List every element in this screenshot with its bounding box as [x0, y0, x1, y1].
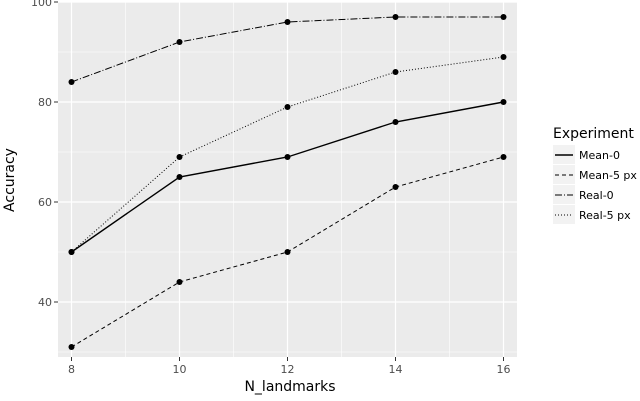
- y-axis-title: Accuracy: [2, 148, 18, 212]
- y-tick-label: 80: [38, 96, 52, 109]
- data-point-series-4: [500, 54, 507, 60]
- x-tick-label: 12: [281, 363, 295, 376]
- data-point-series-1: [176, 174, 183, 180]
- x-tick-label: 16: [497, 363, 511, 376]
- y-tick-label: 40: [38, 296, 52, 309]
- data-point-series-3: [68, 79, 75, 85]
- data-points: [68, 14, 507, 350]
- data-point-series-2: [500, 154, 507, 160]
- legend-label: Mean-0: [579, 149, 620, 162]
- legend-label: Real-5 px: [579, 209, 631, 222]
- data-point-series-2: [176, 279, 183, 285]
- y-tick-label: 60: [38, 196, 52, 209]
- x-tick-label: 10: [173, 363, 187, 376]
- x-tick-label: 8: [68, 363, 75, 376]
- data-point-series-2: [392, 184, 399, 190]
- data-point-series-4: [392, 69, 399, 75]
- data-point-series-2: [284, 249, 291, 255]
- legend-title: Experiment: [553, 126, 634, 142]
- legend-label: Mean-5 px: [579, 169, 637, 182]
- axes: N_landmarks Accuracy 8 10 12 14 16 40 60 80 100: [2, 0, 511, 395]
- x-axis-title: N_landmarks: [244, 379, 335, 395]
- data-point-series-1: [500, 99, 507, 105]
- data-point-series-1: [392, 119, 399, 125]
- data-point-series-2: [68, 344, 75, 350]
- data-point-series-4: [68, 249, 75, 255]
- data-point-series-4: [176, 154, 183, 160]
- data-point-series-3: [392, 14, 399, 20]
- data-point-series-3: [500, 14, 507, 20]
- y-tick-label: 100: [31, 0, 52, 9]
- x-tick-label: 14: [389, 363, 403, 376]
- data-point-series-3: [176, 39, 183, 45]
- legend-label: Real-0: [579, 189, 614, 202]
- legend: Experiment Mean-0 Mean-5 px Real-0 Real-5 p…: [553, 126, 637, 224]
- data-point-series-1: [284, 154, 291, 160]
- data-point-series-3: [284, 19, 291, 25]
- data-point-series-4: [284, 104, 291, 110]
